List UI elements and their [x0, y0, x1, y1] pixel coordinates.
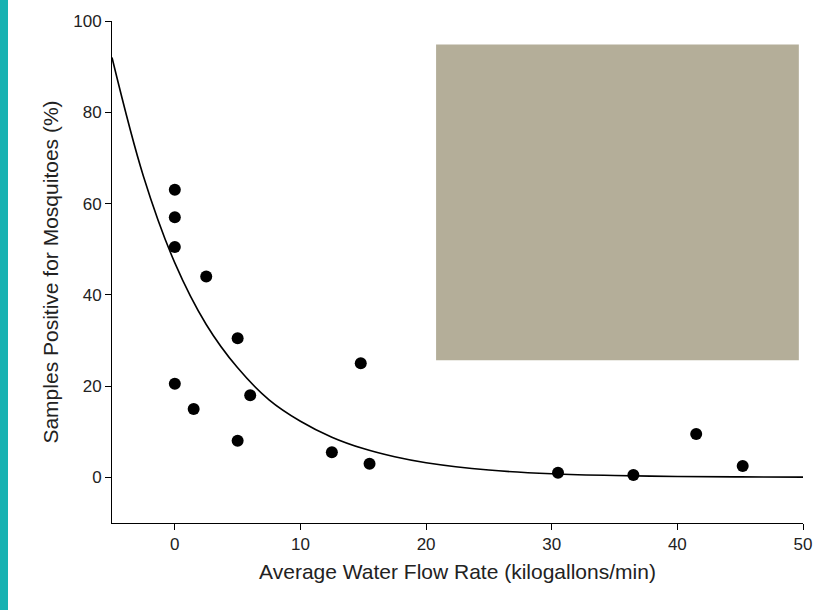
svg-text:80: 80 [83, 103, 102, 122]
svg-text:100: 100 [73, 12, 101, 31]
svg-text:0: 0 [170, 535, 179, 554]
svg-text:20: 20 [417, 535, 436, 554]
svg-text:Average Water Flow Rate (kilog: Average Water Flow Rate (kilogallons/min… [259, 560, 656, 583]
svg-text:40: 40 [83, 286, 102, 305]
svg-text:0: 0 [92, 468, 101, 487]
svg-text:60: 60 [83, 195, 102, 214]
svg-text:30: 30 [542, 535, 561, 554]
svg-text:50: 50 [794, 535, 813, 554]
svg-text:Samples Positive for Mosquitoe: Samples Positive for Mosquitoes (%) [39, 100, 62, 443]
svg-text:10: 10 [291, 535, 310, 554]
svg-text:40: 40 [668, 535, 687, 554]
svg-text:20: 20 [83, 377, 102, 396]
